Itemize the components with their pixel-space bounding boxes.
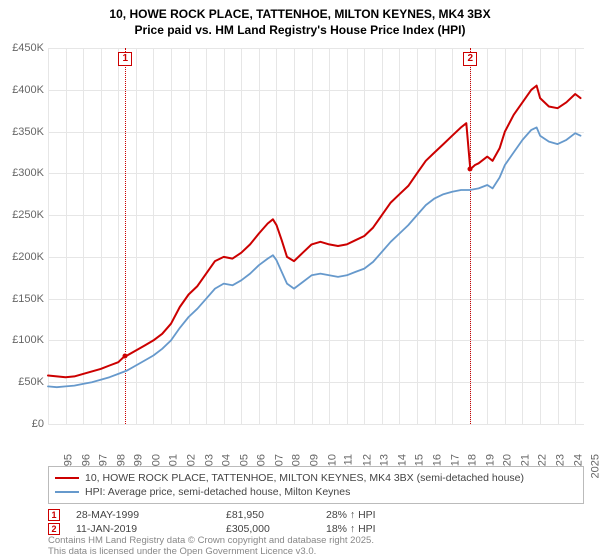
legend: 10, HOWE ROCK PLACE, TATTENHOE, MILTON K…	[48, 466, 584, 504]
y-tick-label: £250K	[0, 209, 44, 221]
series-line-price_paid	[48, 86, 581, 378]
chart-lines	[48, 48, 584, 424]
disclaimer-line-2: This data is licensed under the Open Gov…	[48, 546, 316, 557]
title-line-1: 10, HOWE ROCK PLACE, TATTENHOE, MILTON K…	[109, 7, 490, 21]
legend-swatch	[55, 491, 79, 493]
plot-area: £0£50K£100K£150K£200K£250K£300K£350K£400…	[48, 48, 584, 424]
y-tick-label: £300K	[0, 167, 44, 179]
y-tick-label: £150K	[0, 293, 44, 305]
sales-row-diff: 18% ↑ HPI	[326, 523, 584, 535]
y-tick-label: £350K	[0, 126, 44, 138]
sales-row-price: £305,000	[226, 523, 326, 535]
sales-row-price: £81,950	[226, 509, 326, 521]
title-line-2: Price paid vs. HM Land Registry's House …	[135, 23, 466, 37]
y-tick-label: £400K	[0, 84, 44, 96]
series-line-hpi	[48, 127, 581, 387]
legend-row: 10, HOWE ROCK PLACE, TATTENHOE, MILTON K…	[55, 471, 577, 485]
y-tick-label: £200K	[0, 251, 44, 263]
chart-title: 10, HOWE ROCK PLACE, TATTENHOE, MILTON K…	[0, 0, 600, 38]
sales-row-date: 11-JAN-2019	[76, 523, 226, 535]
y-tick-label: £100K	[0, 334, 44, 346]
y-tick-label: £0	[0, 418, 44, 430]
legend-row: HPI: Average price, semi-detached house,…	[55, 485, 577, 499]
y-tick-label: £50K	[0, 376, 44, 388]
sales-row-marker: 2	[48, 523, 60, 535]
disclaimer: Contains HM Land Registry data © Crown c…	[48, 536, 374, 558]
sales-table: 1 28-MAY-1999£81,95028% ↑ HPI 2 11-JAN-2019…	[48, 508, 584, 536]
legend-swatch	[55, 477, 79, 479]
legend-label: HPI: Average price, semi-detached house,…	[85, 486, 350, 498]
sales-row-date: 28-MAY-1999	[76, 509, 226, 521]
x-tick-label: 2025	[590, 454, 600, 478]
gridline-h	[48, 424, 584, 425]
sales-row-marker: 1	[48, 509, 60, 521]
sales-row: 2 11-JAN-2019£305,00018% ↑ HPI	[48, 522, 584, 536]
legend-label: 10, HOWE ROCK PLACE, TATTENHOE, MILTON K…	[85, 472, 524, 484]
y-tick-label: £450K	[0, 42, 44, 54]
sales-row-diff: 28% ↑ HPI	[326, 509, 584, 521]
disclaimer-line-1: Contains HM Land Registry data © Crown c…	[48, 535, 374, 546]
chart-container: 10, HOWE ROCK PLACE, TATTENHOE, MILTON K…	[0, 0, 600, 560]
sales-row: 1 28-MAY-1999£81,95028% ↑ HPI	[48, 508, 584, 522]
